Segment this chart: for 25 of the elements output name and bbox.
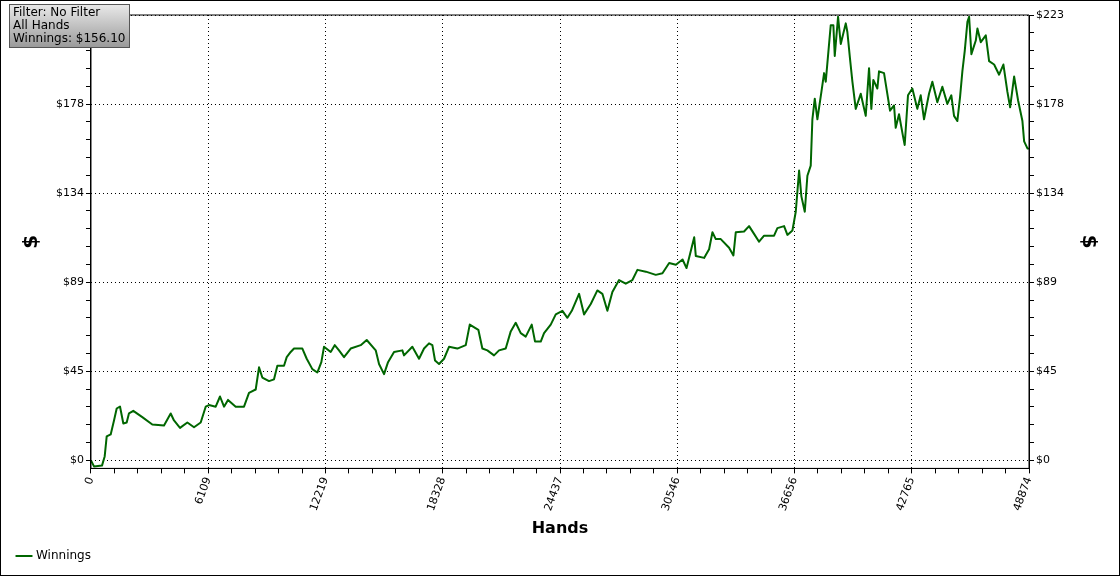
text: All Hands bbox=[13, 18, 71, 32]
annotation: Winnings: $156.10 bbox=[13, 31, 126, 45]
x-tick-label: 6109 bbox=[191, 475, 214, 506]
y2-axis-title: $ bbox=[1077, 234, 1102, 249]
y2-tick-label: $89 bbox=[1036, 275, 1058, 289]
y-tick-label: $134 bbox=[55, 186, 84, 200]
y-axis-title: $ bbox=[18, 234, 43, 249]
x-tick-label: 42765 bbox=[893, 475, 918, 513]
annotation: Filter: No Filter bbox=[13, 5, 102, 19]
x-axis-title: Hands bbox=[531, 517, 589, 537]
x-tick-label: 48874 bbox=[1010, 475, 1035, 513]
x-tick-label: 24437 bbox=[541, 475, 566, 513]
y2-tick-label: $0 bbox=[1036, 453, 1051, 467]
y2-tick-label: $223 bbox=[1036, 7, 1065, 21]
x-tick-label: 12219 bbox=[306, 475, 331, 513]
x-tick-label: 0 bbox=[81, 475, 97, 487]
y2-tick-label: $178 bbox=[1036, 96, 1065, 110]
y-tick-label: $178 bbox=[55, 96, 84, 110]
legend-label: Winnings bbox=[36, 548, 91, 563]
x-tick-label: 30546 bbox=[658, 475, 683, 513]
y2-tick-label: $45 bbox=[1036, 364, 1058, 378]
y2-tick-label: $134 bbox=[1036, 186, 1065, 200]
y-tick-label: $45 bbox=[62, 364, 84, 378]
y-tick-label: $0 bbox=[69, 453, 84, 467]
y-tick-label: $89 bbox=[62, 275, 84, 289]
